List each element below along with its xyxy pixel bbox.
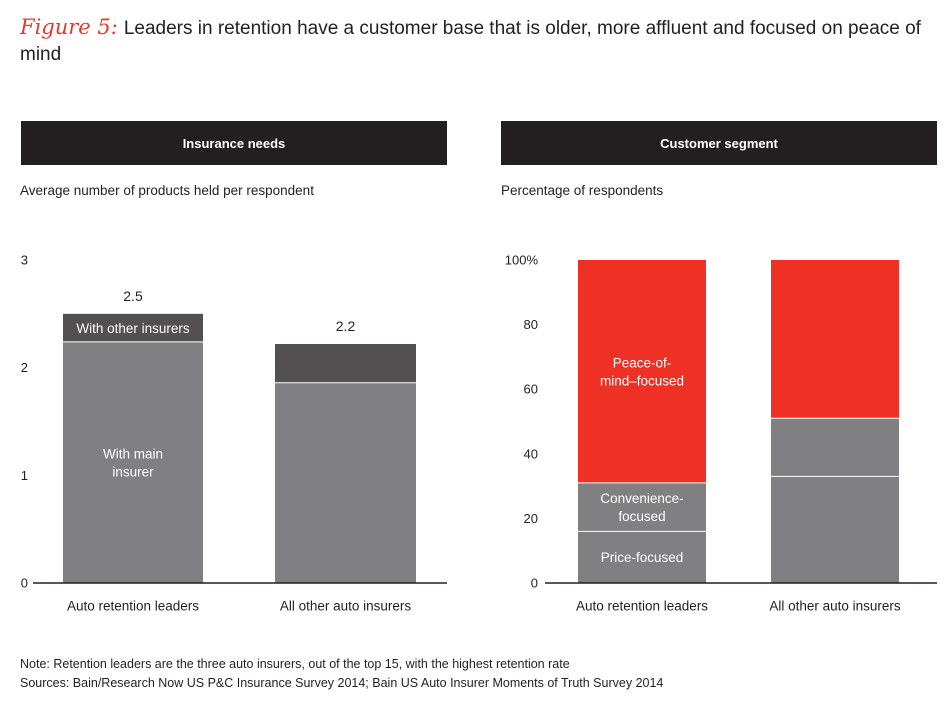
right-category-label-all-other-auto-insurers: All other auto insurers (769, 599, 901, 614)
right-segment-label-peace-of-mind-focused-line: Peace-of- (613, 355, 672, 370)
right-segment-label-convenience-focused-line: focused (618, 509, 665, 524)
left-segment-label-with-main-insurer-line: With main (103, 446, 163, 461)
figure-label: Figure 5: (20, 15, 118, 39)
sources-note: Sources: Bain/Research Now US P&C Insura… (20, 676, 664, 690)
right-bar-all-other-auto-insurers-peace-of-mind-focused (771, 260, 899, 419)
right-segment-label-convenience-focused-line: Convenience- (600, 491, 683, 506)
right-segment-label-price-focused: Price-focused (601, 550, 684, 565)
left-segment-label-with-other-insurers: With other insurers (76, 320, 190, 335)
footnote: Note: Retention leaders are the three au… (20, 657, 570, 671)
figure-title-text: Leaders in retention have a customer bas… (20, 18, 921, 65)
figure-title: Figure 5: Leaders in retention have a cus… (20, 14, 935, 68)
right-bar-all-other-auto-insurers-price-focused (771, 476, 899, 583)
right-bar-auto-retention-leaders-convenience-focused (578, 482, 706, 532)
right-ytick-20: 20 (524, 511, 538, 526)
left-panel-subtitle: Average number of products held per resp… (20, 183, 314, 198)
right-ytick-0: 0 (531, 576, 538, 591)
left-ytick-3: 3 (21, 253, 28, 268)
left-segment-label-with-other-insurers-line: With other insurers (76, 320, 190, 335)
left-ytick-1: 1 (21, 468, 28, 483)
right-segment-label-peace-of-mind-focused: Peace-of-mind–focused (600, 355, 684, 388)
left-total-label-auto-retention-leaders: 2.5 (123, 288, 143, 304)
right-segment-label-price-focused-line: Price-focused (601, 550, 684, 565)
right-bar-auto-retention-leaders-price-focused (578, 531, 706, 583)
left-bar-auto-retention-leaders-with-main-insurer (63, 341, 203, 583)
right-ytick-100: 100% (505, 253, 539, 268)
left-bar-all-other-auto-insurers-with-other-insurers (275, 343, 416, 383)
left-category-label-all-other-auto-insurers: All other auto insurers (280, 599, 412, 614)
left-ytick-2: 2 (21, 360, 28, 375)
right-category-label-auto-retention-leaders: Auto retention leaders (576, 599, 708, 614)
left-ytick-0: 0 (21, 576, 28, 591)
right-panel-subtitle: Percentage of respondents (501, 183, 664, 198)
left-bar-auto-retention-leaders-with-other-insurers (63, 313, 203, 342)
right-ytick-60: 60 (524, 382, 538, 397)
left-category-label-auto-retention-leaders: Auto retention leaders (67, 599, 199, 614)
left-panel-header: Insurance needs (21, 121, 447, 165)
right-ytick-80: 80 (524, 317, 538, 332)
right-panel-header: Customer segment (501, 121, 937, 165)
right-segment-label-convenience-focused: Convenience-focused (600, 491, 683, 524)
right-ytick-40: 40 (524, 446, 538, 461)
left-bar-all-other-auto-insurers-with-main-insurer (275, 382, 416, 583)
right-bar-auto-retention-leaders-peace-of-mind-focused (578, 260, 706, 483)
right-bar-all-other-auto-insurers-convenience-focused (771, 418, 899, 477)
right-segment-label-peace-of-mind-focused-line: mind–focused (600, 373, 684, 388)
left-total-label-all-other-auto-insurers: 2.2 (336, 318, 356, 334)
left-segment-label-with-main-insurer: With main insurer (103, 446, 163, 479)
left-segment-label-with-main-insurer-line: insurer (112, 464, 154, 479)
